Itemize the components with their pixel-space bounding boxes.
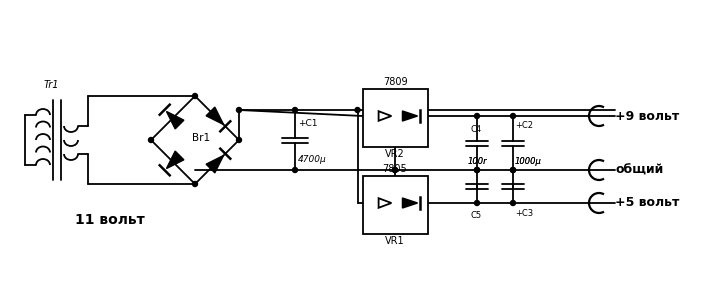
- Text: C4: C4: [471, 125, 482, 133]
- Text: Br1: Br1: [192, 133, 210, 143]
- Text: +C3: +C3: [515, 208, 533, 218]
- Text: C5: C5: [471, 212, 482, 220]
- Polygon shape: [166, 111, 184, 129]
- Text: 7809: 7809: [382, 77, 407, 87]
- Text: 100r: 100r: [467, 156, 487, 166]
- Circle shape: [474, 201, 479, 205]
- Text: 7805: 7805: [382, 164, 407, 174]
- Polygon shape: [403, 198, 418, 208]
- Circle shape: [236, 137, 241, 143]
- Circle shape: [192, 94, 197, 98]
- Text: +C1: +C1: [298, 119, 317, 129]
- Text: общий: общий: [615, 164, 663, 177]
- Text: VR1: VR1: [385, 236, 405, 246]
- Circle shape: [393, 168, 398, 172]
- Circle shape: [510, 168, 515, 172]
- Circle shape: [393, 168, 398, 172]
- Circle shape: [293, 168, 297, 172]
- Circle shape: [192, 181, 197, 187]
- Circle shape: [236, 108, 241, 113]
- Text: 11 вольт: 11 вольт: [75, 213, 145, 227]
- Text: +C2: +C2: [515, 121, 533, 131]
- Bar: [362, 89, 427, 147]
- Text: 1000μ: 1000μ: [515, 156, 542, 166]
- Polygon shape: [379, 198, 391, 208]
- Text: 100r: 100r: [467, 156, 487, 166]
- Text: VR2: VR2: [385, 149, 405, 159]
- Text: 4700μ: 4700μ: [298, 156, 327, 164]
- Polygon shape: [166, 151, 184, 168]
- Text: +9 вольт: +9 вольт: [615, 110, 679, 123]
- Polygon shape: [206, 156, 223, 173]
- Circle shape: [510, 113, 515, 119]
- Circle shape: [474, 168, 479, 172]
- Polygon shape: [379, 111, 391, 121]
- Circle shape: [474, 168, 479, 172]
- Circle shape: [510, 201, 515, 205]
- Circle shape: [148, 137, 153, 143]
- Circle shape: [474, 113, 479, 119]
- Circle shape: [510, 168, 515, 172]
- Circle shape: [293, 108, 297, 113]
- Polygon shape: [403, 111, 418, 121]
- Polygon shape: [206, 107, 223, 125]
- Text: Tr1: Tr1: [43, 80, 59, 90]
- Text: 1000μ: 1000μ: [515, 156, 542, 166]
- Circle shape: [355, 108, 360, 113]
- Text: +5 вольт: +5 вольт: [615, 197, 680, 210]
- Bar: [362, 176, 427, 234]
